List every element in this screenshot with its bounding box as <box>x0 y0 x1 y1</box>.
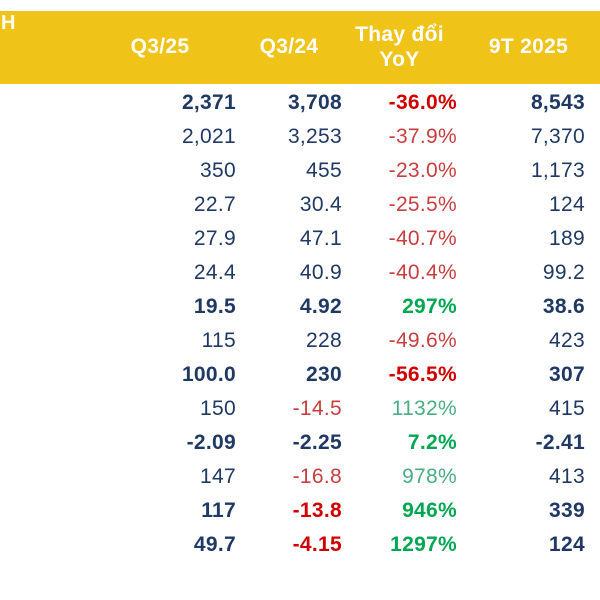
column-header-q3-24: Q3/24 <box>259 35 319 59</box>
cell-yoy-change: -40.7% <box>388 227 457 250</box>
cell-q3-25: 150 <box>200 397 236 420</box>
cell-q3-25: 147 <box>200 465 236 488</box>
table-row: 27.9 47.1 -40.7% 189 <box>0 222 600 256</box>
column-header-q3-25: Q3/25 <box>130 35 190 59</box>
yoy-change-line2: YoY <box>379 47 420 71</box>
cell-9t-2025: 413 <box>549 465 585 488</box>
cell-yoy-change: -25.5% <box>388 193 457 216</box>
cell-9t-2025: 1,173 <box>530 159 585 182</box>
cell-9t-2025: 124 <box>549 193 585 216</box>
cell-q3-25: 49.7 <box>193 533 236 556</box>
cell-9t-2025: 339 <box>549 499 585 522</box>
cell-yoy-change: 946% <box>402 499 457 522</box>
cell-yoy-change: -23.0% <box>388 159 457 182</box>
cell-q3-25: 19.5 <box>193 295 236 318</box>
table-row: 115 228 -49.6% 423 <box>0 324 600 358</box>
table-row: 2,371 3,708 -36.0% 8,543 <box>0 86 600 120</box>
cell-q3-25: 100.0 <box>181 363 236 386</box>
table-row: 19.5 4.92 297% 38.6 <box>0 290 600 324</box>
cell-yoy-change: -40.4% <box>388 261 457 284</box>
cell-yoy-change: 7.2% <box>407 431 457 454</box>
cell-yoy-change: 1132% <box>391 397 457 420</box>
header-left-label-fragment: H <box>1 12 16 34</box>
column-header-9t-2025: 9T 2025 <box>488 35 569 59</box>
cell-q3-24: 40.9 <box>299 261 342 284</box>
cell-q3-24: 3,708 <box>287 91 342 114</box>
cell-q3-25: 24.4 <box>193 261 236 284</box>
table-row: -2.09 -2.25 7.2% -2.41 <box>0 426 600 460</box>
cell-q3-24: -14.5 <box>292 397 342 420</box>
cell-q3-24: -2.25 <box>292 431 342 454</box>
table-row: 147 -16.8 978% 413 <box>0 460 600 494</box>
cell-yoy-change: 297% <box>402 295 457 318</box>
cell-9t-2025: 189 <box>549 227 585 250</box>
cell-q3-24: 3,253 <box>287 125 342 148</box>
cell-q3-24: 230 <box>306 363 342 386</box>
cell-9t-2025: -2.41 <box>535 431 585 454</box>
cell-9t-2025: 415 <box>549 397 585 420</box>
cell-q3-24: -13.8 <box>292 499 342 522</box>
cell-9t-2025: 7,370 <box>530 125 585 148</box>
cell-q3-24: 455 <box>306 159 342 182</box>
cell-q3-24: -16.8 <box>292 465 342 488</box>
cell-yoy-change: -56.5% <box>388 363 457 386</box>
table-row: 49.7 -4.15 1297% 124 <box>0 528 600 562</box>
table-row: 100.0 230 -56.5% 307 <box>0 358 600 392</box>
cell-q3-25: 117 <box>201 499 236 522</box>
table-header-row: Q3/25 Q3/24 Thay đổi YoY 9T 2025 <box>0 11 600 84</box>
cell-9t-2025: 38.6 <box>542 295 585 318</box>
cell-9t-2025: 124 <box>549 533 585 556</box>
cell-q3-24: 47.1 <box>299 227 342 250</box>
table-row: 24.4 40.9 -40.4% 99.2 <box>0 256 600 290</box>
cell-q3-25: 27.9 <box>193 227 236 250</box>
cell-q3-24: 30.4 <box>299 193 342 216</box>
table-row: 350 455 -23.0% 1,173 <box>0 154 600 188</box>
cell-9t-2025: 423 <box>549 329 585 352</box>
cell-yoy-change: 978% <box>402 465 457 488</box>
cell-yoy-change: 1297% <box>390 533 457 556</box>
column-header-yoy-change: Thay đổi YoY <box>342 23 457 71</box>
cell-yoy-change: -37.9% <box>388 125 457 148</box>
cell-q3-25: 350 <box>200 159 236 182</box>
table-row: 117 -13.8 946% 339 <box>0 494 600 528</box>
cell-9t-2025: 307 <box>549 363 585 386</box>
table-row: 150 -14.5 1132% 415 <box>0 392 600 426</box>
cell-q3-24: -4.15 <box>292 533 342 556</box>
cell-yoy-change: -36.0% <box>388 91 457 114</box>
cell-q3-24: 228 <box>306 329 342 352</box>
table-row: 22.7 30.4 -25.5% 124 <box>0 188 600 222</box>
table-body: 2,371 3,708 -36.0% 8,543 2,021 3,253 -37… <box>0 86 600 562</box>
yoy-change-line1: Thay đổi <box>355 23 444 47</box>
cell-q3-25: 22.7 <box>193 193 236 216</box>
cell-yoy-change: -49.6% <box>388 329 457 352</box>
cell-q3-25: 2,021 <box>181 125 236 148</box>
table-row: 2,021 3,253 -37.9% 7,370 <box>0 120 600 154</box>
cell-q3-25: 115 <box>201 329 236 352</box>
cell-9t-2025: 99.2 <box>542 261 585 284</box>
cell-9t-2025: 8,543 <box>530 91 585 114</box>
cell-q3-25: 2,371 <box>181 91 236 114</box>
cell-q3-25: -2.09 <box>186 431 236 454</box>
cell-q3-24: 4.92 <box>299 295 342 318</box>
